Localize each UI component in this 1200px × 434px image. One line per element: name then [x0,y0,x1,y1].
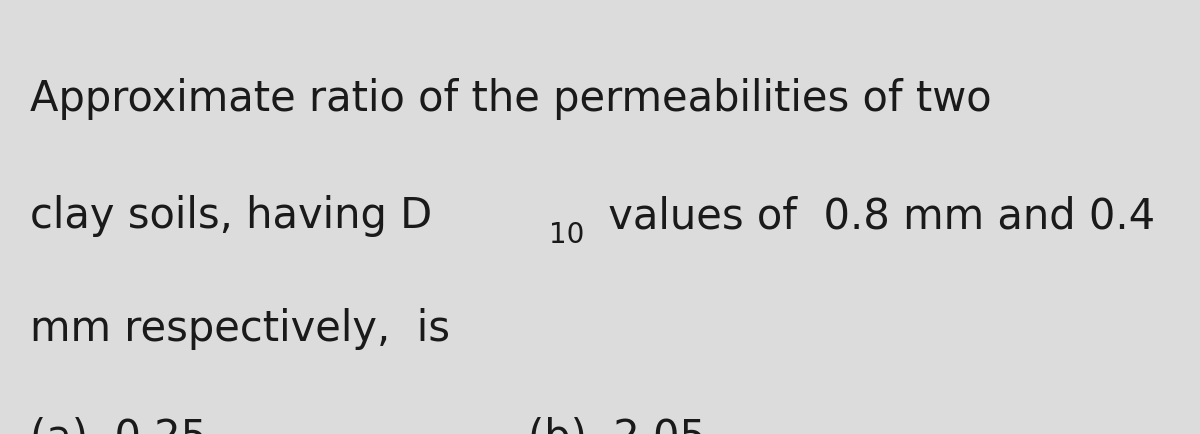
Text: Approximate ratio of the permeabilities of two: Approximate ratio of the permeabilities … [30,78,991,120]
Text: clay soils, having D: clay soils, having D [30,195,432,237]
Text: mm respectively,  is: mm respectively, is [30,308,450,350]
Text: (a)  0.25: (a) 0.25 [30,417,208,434]
Text: 10: 10 [550,221,584,250]
Text: values of  0.8 mm and 0.4: values of 0.8 mm and 0.4 [595,195,1154,237]
Text: (b)  2.05: (b) 2.05 [528,417,706,434]
